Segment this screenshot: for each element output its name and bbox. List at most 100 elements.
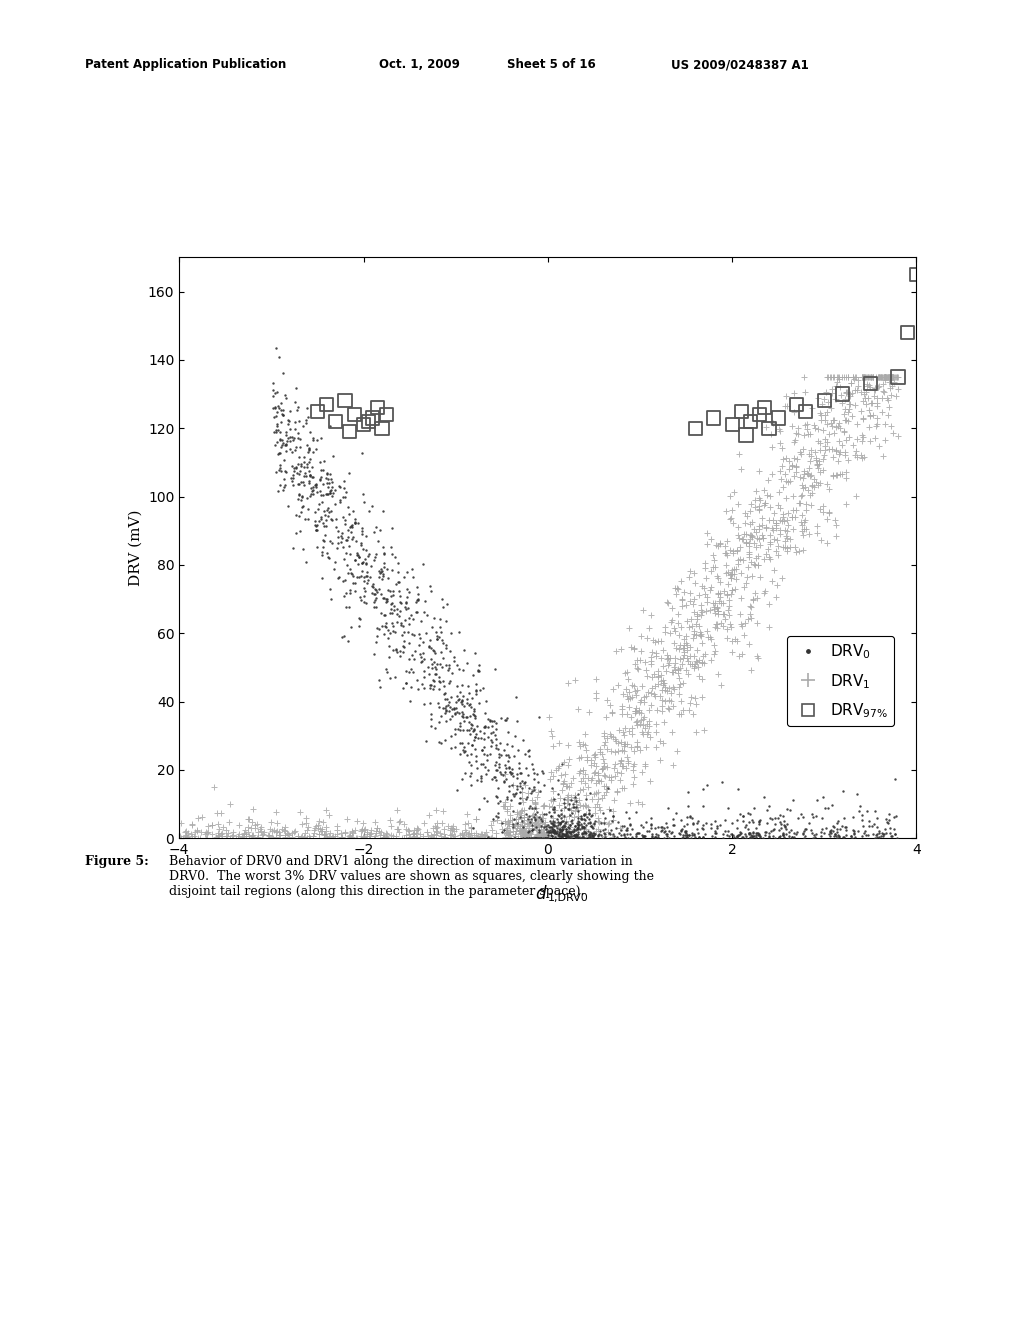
Point [401, 690, 418, 711]
Point [516, 809, 532, 830]
Point [554, 822, 570, 843]
Point [544, 820, 560, 841]
Point [355, 818, 372, 840]
Point [609, 733, 626, 754]
Point [836, 367, 852, 388]
Point [313, 507, 330, 528]
Point [425, 652, 441, 673]
Point [401, 632, 418, 653]
Point [266, 396, 283, 417]
Point [642, 770, 658, 791]
Point [805, 807, 821, 828]
Point [535, 822, 551, 843]
Point [756, 479, 772, 500]
Point [515, 824, 531, 845]
Point [390, 561, 407, 582]
Point [742, 552, 759, 573]
Point [575, 813, 592, 834]
Point [585, 822, 601, 843]
Point [437, 696, 454, 717]
Point [309, 400, 326, 421]
Point [858, 367, 874, 388]
Point [308, 515, 325, 536]
Point [567, 826, 584, 847]
Point [689, 651, 706, 672]
Point [565, 828, 582, 849]
Point [544, 816, 560, 837]
Point [529, 820, 546, 841]
Point [490, 746, 507, 767]
Point [551, 828, 567, 849]
Point [470, 661, 486, 682]
Point [603, 766, 620, 787]
Point [217, 820, 233, 841]
Point [296, 474, 312, 495]
Point [398, 660, 415, 681]
Point [372, 561, 388, 582]
Point [641, 727, 657, 748]
Point [523, 805, 540, 826]
Point [833, 818, 849, 840]
Point [346, 549, 362, 570]
Point [562, 817, 579, 838]
Text: Behavior of DRV0 and DRV1 along the direction of maximum variation in
DRV0.  The: Behavior of DRV0 and DRV1 along the dire… [169, 855, 654, 899]
Point [516, 807, 532, 828]
Point [678, 660, 694, 681]
Point [524, 797, 541, 818]
Point [613, 739, 630, 760]
Point [349, 545, 366, 566]
Point [355, 552, 372, 573]
Point [826, 825, 843, 846]
Point [271, 454, 288, 475]
Point [336, 586, 352, 607]
Point [729, 825, 745, 846]
Point [268, 801, 285, 822]
Point [430, 711, 446, 733]
Point [337, 486, 353, 507]
Point [751, 647, 767, 668]
Point [616, 735, 633, 756]
Point [174, 828, 190, 849]
Point [559, 828, 575, 849]
Point [623, 737, 639, 758]
Point [680, 664, 696, 685]
Point [687, 826, 703, 847]
Point [670, 660, 686, 681]
Point [689, 603, 706, 624]
Point [588, 755, 604, 776]
Point [670, 578, 686, 599]
Point [515, 729, 531, 750]
Point [368, 516, 384, 537]
Point [634, 714, 650, 735]
Point [842, 385, 858, 407]
Point [786, 432, 803, 453]
Point [350, 546, 367, 568]
Point [680, 781, 696, 803]
Point [614, 777, 631, 799]
Point [617, 801, 634, 822]
Point [853, 381, 869, 403]
Point [659, 593, 676, 614]
Point [869, 395, 886, 416]
Point [454, 693, 470, 714]
Point [696, 552, 713, 573]
Point [336, 478, 352, 499]
Point [459, 652, 475, 673]
Point [515, 792, 531, 813]
Point [513, 808, 529, 829]
Point [699, 591, 716, 612]
Point [682, 636, 698, 657]
Point [621, 828, 637, 849]
Point [575, 796, 592, 817]
Point [601, 767, 617, 788]
Point [771, 820, 787, 841]
Point [785, 486, 802, 507]
Point [701, 579, 718, 601]
Point [525, 763, 542, 784]
Point [383, 585, 399, 606]
Point [423, 648, 439, 669]
Point [443, 824, 460, 845]
Point [566, 797, 583, 818]
Point [384, 544, 400, 565]
Point [807, 826, 823, 847]
